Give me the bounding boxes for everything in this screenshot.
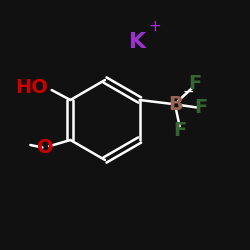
Text: F: F (173, 120, 186, 140)
Text: F: F (194, 98, 207, 117)
Text: HO: HO (15, 78, 48, 97)
Text: K: K (129, 32, 146, 52)
Text: B: B (168, 96, 183, 114)
Text: O: O (37, 138, 54, 157)
Text: +: + (148, 19, 161, 34)
Text: F: F (188, 74, 201, 93)
Text: −: − (183, 85, 194, 99)
